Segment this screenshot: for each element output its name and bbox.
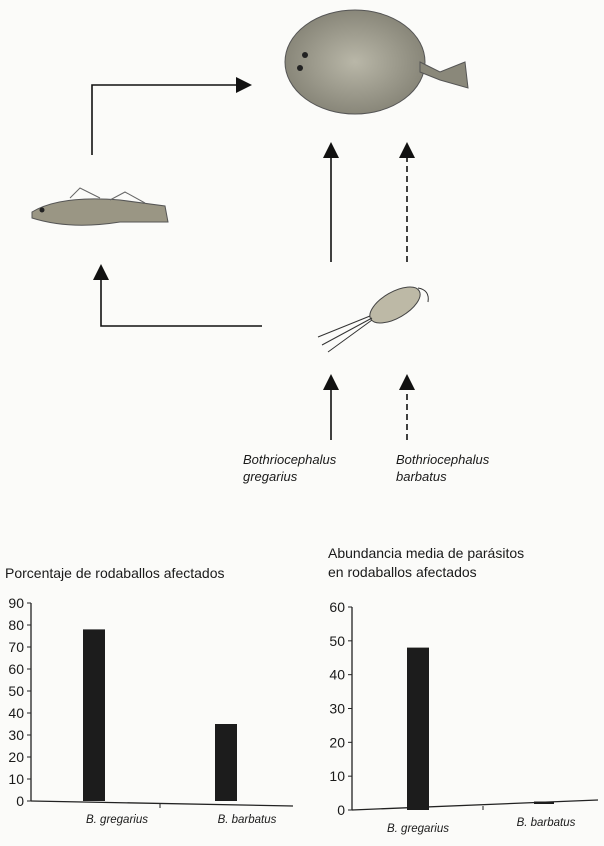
y-tick-label: 60 (329, 599, 345, 615)
chart1-x-axis (30, 800, 294, 807)
turbot-icon (284, 9, 469, 115)
chart2-x-axis (351, 799, 599, 811)
x-tick-label: B. barbatus (517, 817, 576, 829)
label-line: Bothriocephalus (396, 452, 490, 467)
y-tick-label: 20 (329, 734, 345, 750)
label-line: gregarius (243, 469, 298, 484)
label-line: barbatus (396, 469, 447, 484)
title-line: Abundancia media de parásitos (328, 545, 525, 561)
y-tick-label: 70 (8, 639, 24, 655)
goby-icon (31, 187, 169, 226)
y-tick-label: 80 (8, 617, 24, 633)
y-tick-label: 20 (8, 749, 24, 765)
copepod-icon (317, 286, 429, 353)
chart2-title: Abundancia media de parásitos en rodabal… (328, 544, 524, 582)
y-tick-label: 90 (8, 595, 24, 611)
chart1-title: Porcentaje de rodaballos afectados (5, 565, 225, 581)
y-tick-label: 0 (337, 802, 345, 818)
bar-b-barbatus (215, 724, 237, 801)
x-tick-label: B. barbatus (218, 814, 277, 826)
label-b-barbatus: Bothriocephalus barbatus (396, 451, 489, 485)
label-line: Bothriocephalus (243, 452, 337, 467)
y-tick-label: 50 (8, 683, 24, 699)
x-tick-label: B. gregarius (387, 823, 449, 835)
y-tick-label: 10 (8, 771, 24, 787)
y-tick-label: 30 (329, 701, 345, 717)
y-tick-label: 40 (8, 705, 24, 721)
y-tick-label: 0 (16, 793, 24, 809)
title-line: en rodaballos afectados (328, 564, 477, 580)
y-tick-label: 30 (8, 727, 24, 743)
bar-b-gregarius (407, 647, 429, 810)
label-b-gregarius: Bothriocephalus gregarius (243, 451, 336, 485)
y-tick-label: 40 (329, 667, 345, 683)
arrow-copepod-to-goby (93, 264, 262, 327)
x-tick-label: B. gregarius (86, 814, 148, 826)
y-tick-label: 10 (329, 768, 345, 784)
y-tick-label: 60 (8, 661, 24, 677)
bar-b-barbatus (534, 801, 554, 804)
y-tick-label: 50 (329, 633, 345, 649)
arrow-goby-to-turbot (91, 77, 252, 155)
bar-b-gregarius (83, 629, 105, 801)
